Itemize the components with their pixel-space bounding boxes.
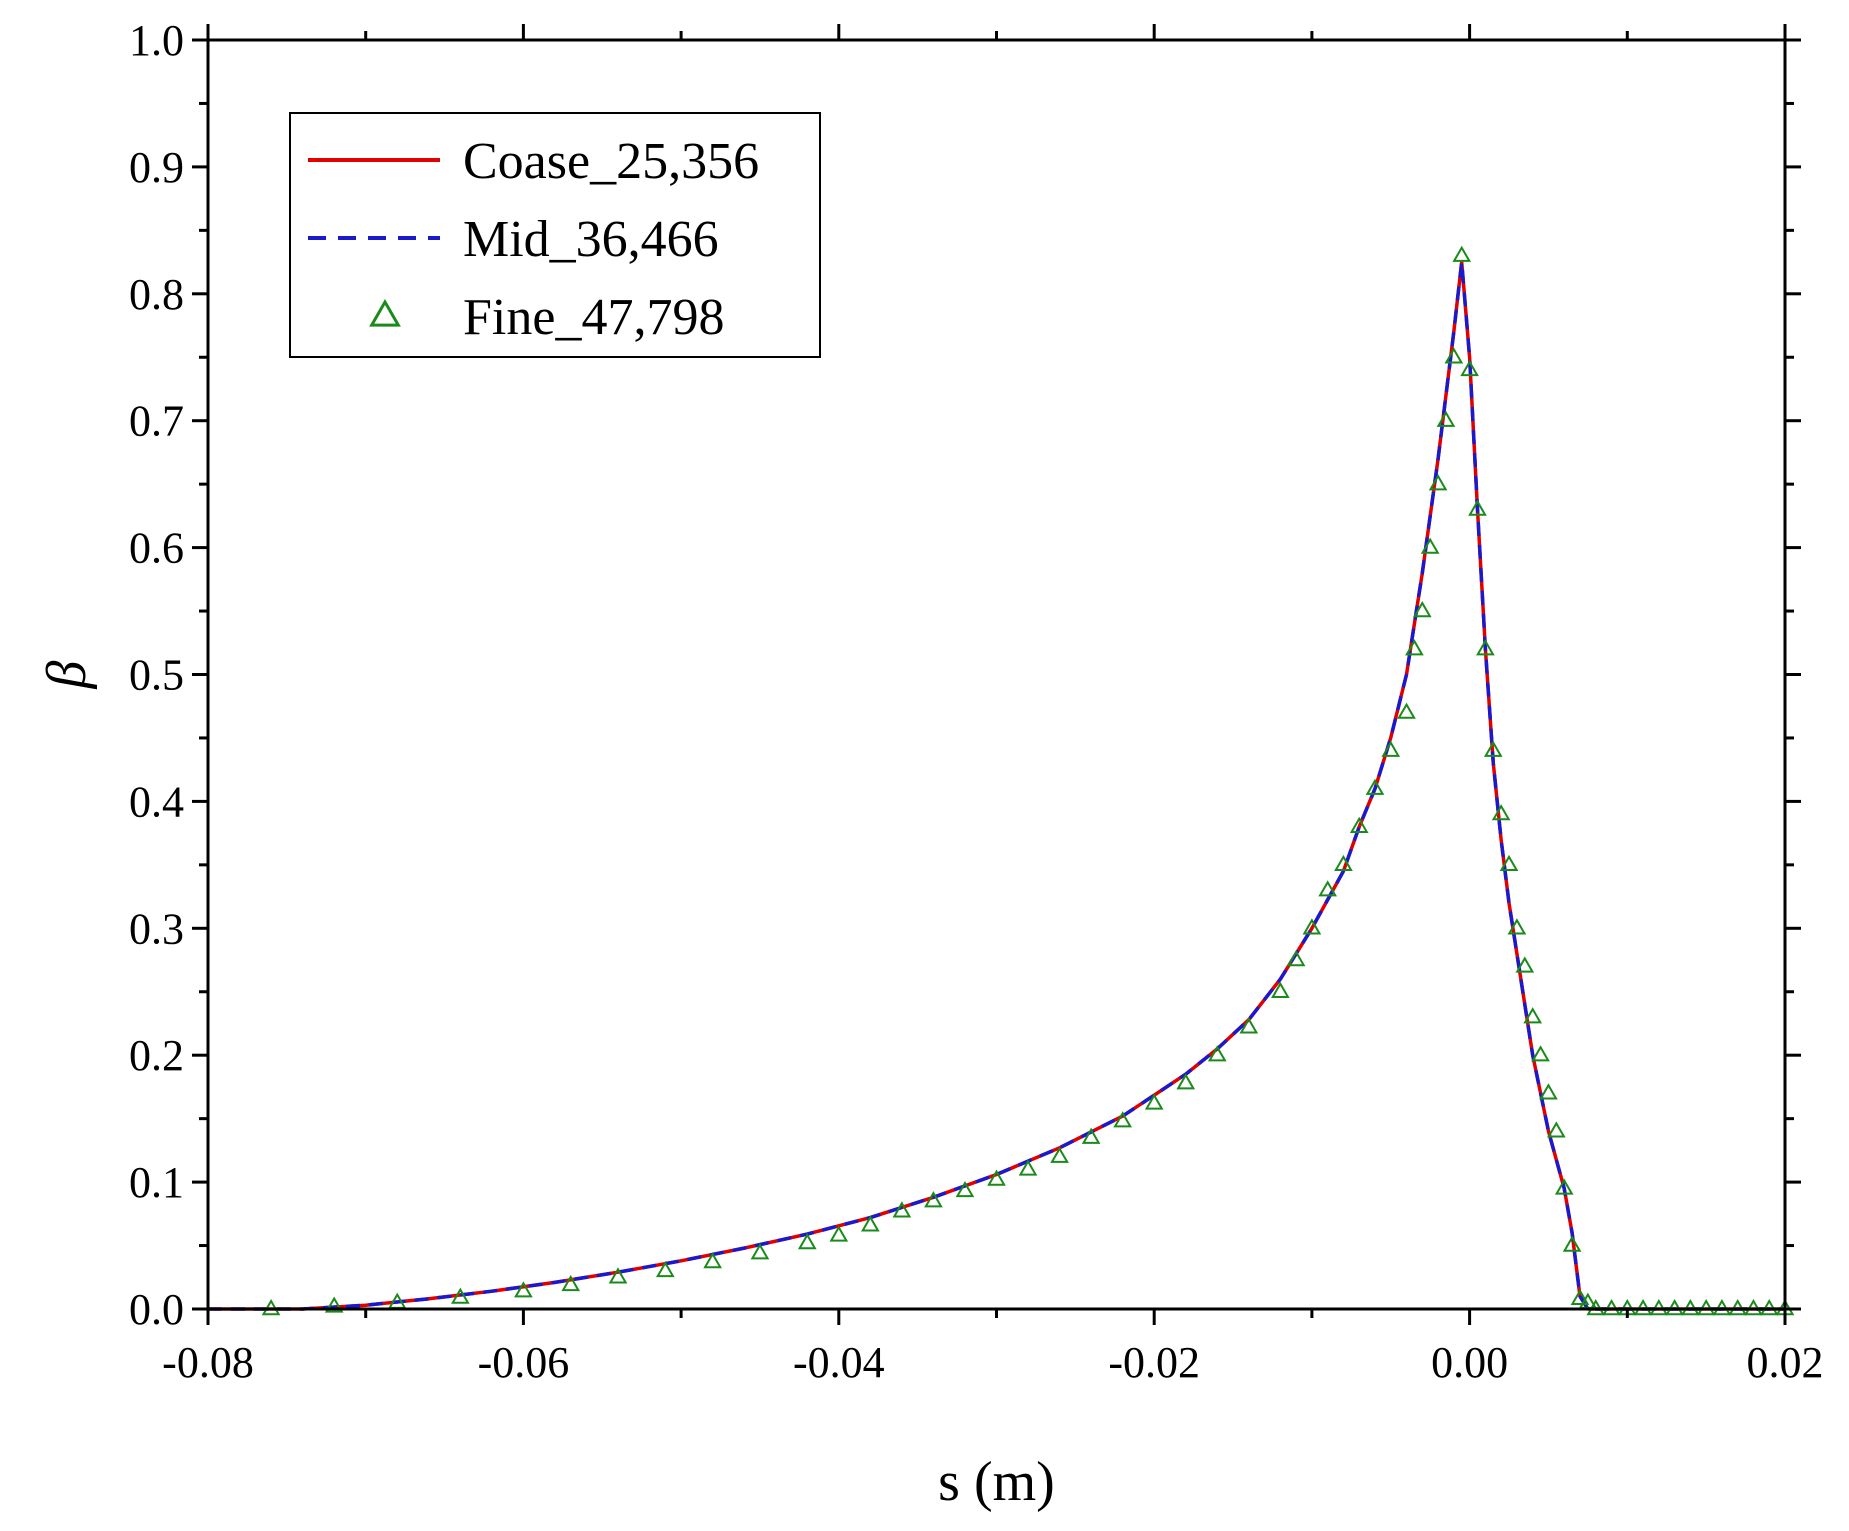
fine-series-marker — [1397, 702, 1416, 719]
legend: Coase_25,356 Mid_36,466 Fine_47,798 — [289, 112, 821, 358]
legend-item: Fine_47,798 — [369, 289, 724, 346]
fine-series-marker — [1365, 778, 1385, 795]
fine-series-marker — [892, 1201, 912, 1218]
fine-series-marker — [1286, 950, 1306, 967]
fine-series-marker — [1271, 981, 1290, 998]
fine-series-marker — [1405, 639, 1424, 656]
fine-series-marker — [750, 1243, 770, 1260]
x-tick-label: -0.06 — [478, 1338, 570, 1387]
x-tick-label: -0.02 — [1108, 1338, 1200, 1387]
fine-series-marker — [450, 1287, 470, 1304]
fine-series-marker — [1334, 854, 1353, 872]
axis-ticks — [192, 24, 1801, 1325]
fine-series-marker — [924, 1191, 943, 1208]
fine-series-marker — [703, 1252, 722, 1269]
x-tick-label: 0.02 — [1747, 1338, 1824, 1387]
fine-series-marker — [1113, 1111, 1132, 1128]
x-tick-label: -0.08 — [162, 1338, 254, 1387]
fine-series-marker — [955, 1180, 975, 1198]
fine-series-marker — [1018, 1159, 1038, 1176]
fine-series-marker — [861, 1215, 880, 1232]
fine-series-marker — [1483, 740, 1503, 757]
fine-series-marker — [829, 1225, 849, 1242]
fine-series-marker — [1176, 1073, 1196, 1090]
y-axis-title: β — [36, 660, 98, 689]
fine-series-marker — [608, 1267, 628, 1284]
axis-tick-labels: -0.08 -0.06 -0.04 -0.02 0.00 0.02 0.0 0.1 0.2 0.3… — [129, 16, 1824, 1387]
fine-series-marker — [1562, 1235, 1582, 1252]
fine-series-marker — [1420, 537, 1440, 554]
y-tick-label: 0.4 — [129, 777, 184, 826]
fine-series-marker — [1207, 1045, 1227, 1062]
plot-series — [208, 245, 1795, 1316]
fine-series-marker — [324, 1296, 344, 1313]
y-tick-label: 0.2 — [129, 1031, 184, 1080]
x-tick-label: -0.04 — [793, 1338, 885, 1387]
legend-label: Coase_25,356 — [463, 133, 759, 190]
y-tick-label: 0.7 — [129, 397, 184, 446]
y-tick-label: 0.8 — [129, 270, 184, 319]
fine-series-marker — [1523, 1007, 1543, 1024]
fine-series-marker — [1539, 1083, 1558, 1100]
y-tick-label: 0.1 — [129, 1158, 184, 1207]
legend-items: Coase_25,356 Mid_36,466 Fine_47,798 — [308, 133, 759, 346]
fine-series-marker — [1460, 359, 1479, 377]
y-tick-label: 0.0 — [129, 1285, 184, 1334]
fine-series-marker — [1491, 804, 1511, 821]
fine-series-marker — [1468, 499, 1487, 516]
x-tick-label: 0.00 — [1431, 1338, 1508, 1387]
y-tick-label: 0.3 — [129, 904, 184, 953]
fine-series-marker — [514, 1281, 533, 1298]
y-tick-label: 0.9 — [129, 143, 184, 192]
fine-series-marker — [1499, 854, 1519, 872]
x-axis-title: s (m) — [938, 1451, 1055, 1513]
fine-series-marker — [1554, 1178, 1574, 1195]
y-tick-label: 0.5 — [129, 651, 184, 700]
fine-series-marker — [1381, 740, 1401, 757]
y-tick-label: 1.0 — [129, 16, 184, 65]
fine-series-marker — [797, 1233, 817, 1250]
fine-series-marker — [1349, 816, 1369, 833]
fine-series-marker — [1515, 956, 1535, 973]
fine-series-marker — [1476, 639, 1495, 656]
legend-marker — [369, 298, 401, 327]
fine-series-marker — [1436, 410, 1456, 427]
fine-series-marker — [1412, 601, 1432, 618]
fine-series-marker — [1452, 245, 1472, 262]
fine-series-marker — [1081, 1127, 1101, 1144]
fine-series-marker — [1050, 1146, 1069, 1163]
fine-series-marker — [1547, 1121, 1566, 1138]
legend-item: Coase_25,356 — [308, 133, 759, 190]
fine-series-marker — [1144, 1093, 1164, 1110]
legend-label: Fine_47,798 — [463, 289, 724, 346]
fine-series-marker — [656, 1260, 675, 1278]
fine-series-marker — [1531, 1045, 1550, 1062]
fine-series-marker — [561, 1274, 581, 1292]
fine-series-marker — [1239, 1017, 1259, 1034]
legend-label: Mid_36,466 — [463, 211, 719, 268]
fine-series-marker — [1318, 880, 1337, 897]
fine-series-marker — [987, 1169, 1006, 1186]
fine-series-marker — [1570, 1288, 1590, 1306]
fine-series-marker — [1507, 918, 1527, 935]
legend-item: Mid_36,466 — [308, 211, 719, 268]
y-tick-label: 0.6 — [129, 524, 184, 573]
fine-series-marker — [1302, 918, 1322, 935]
fine-series-marker — [1428, 474, 1448, 491]
fine-series-marker — [1444, 347, 1464, 364]
